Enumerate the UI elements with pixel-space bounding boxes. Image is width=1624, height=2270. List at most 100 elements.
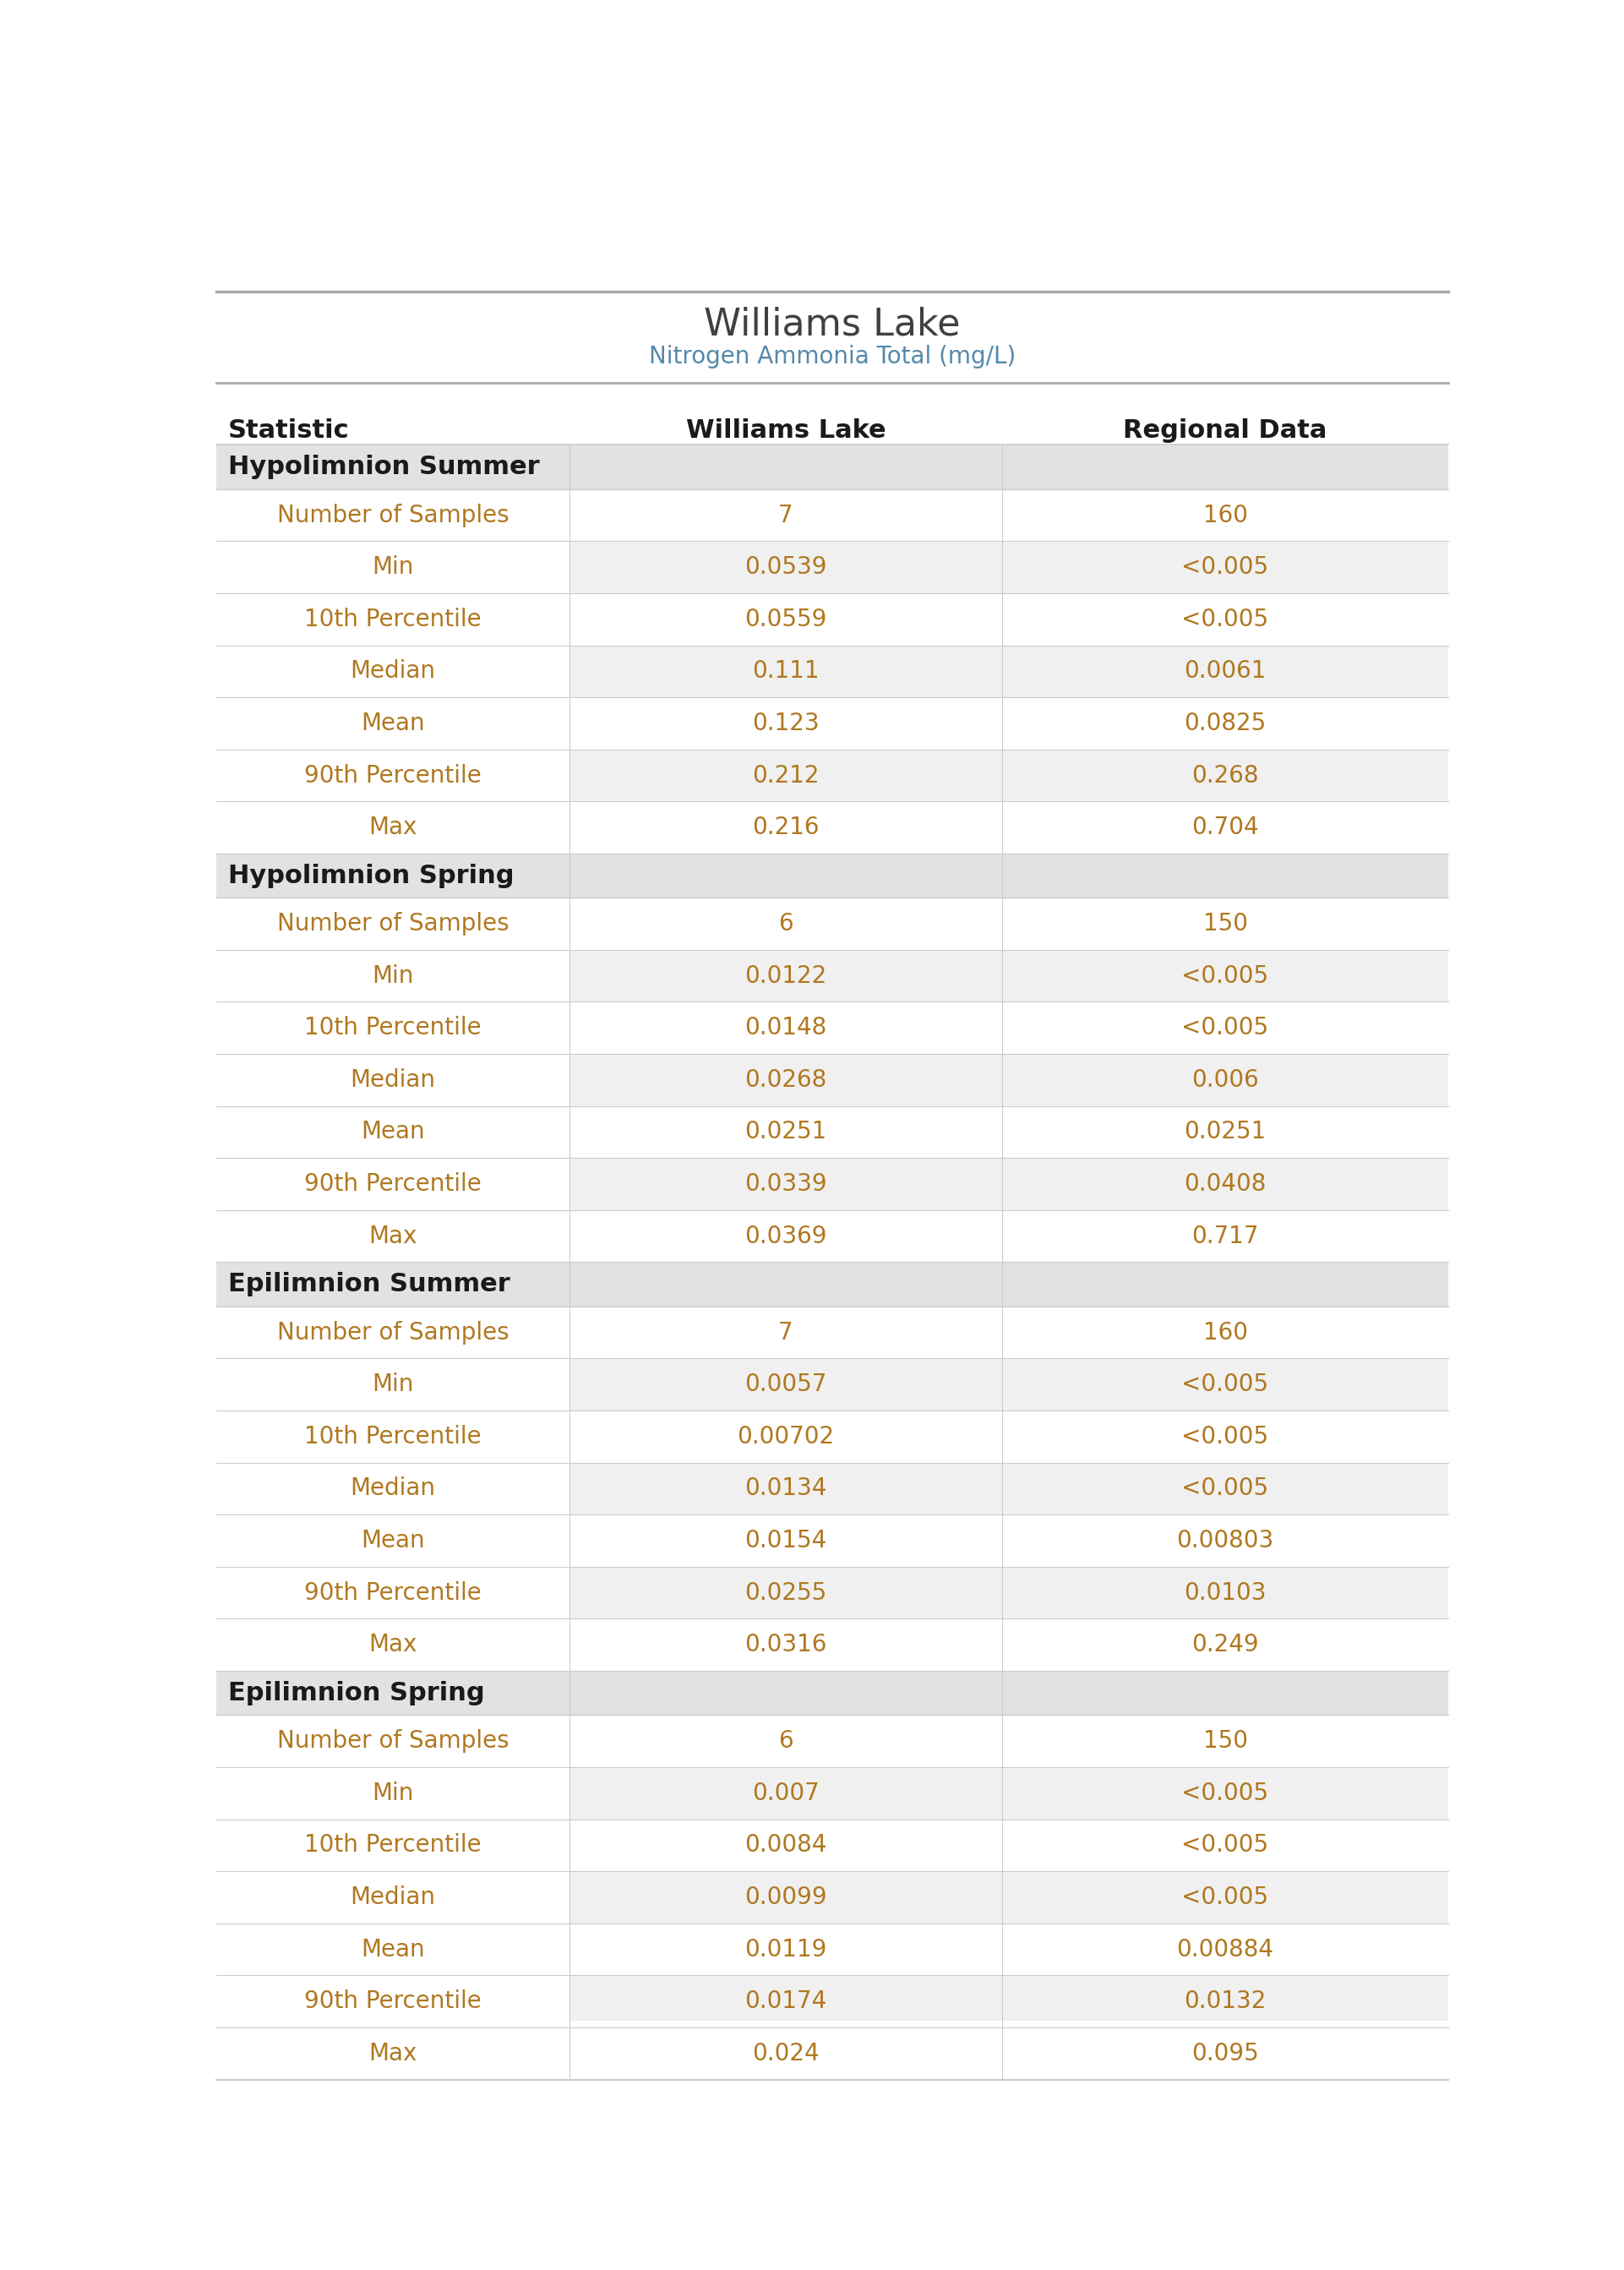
- Text: 0.0339: 0.0339: [744, 1171, 827, 1196]
- Text: <0.005: <0.005: [1182, 1834, 1268, 1857]
- Text: 10th Percentile: 10th Percentile: [304, 608, 481, 631]
- Text: 0.00884: 0.00884: [1177, 1939, 1273, 1961]
- Text: 90th Percentile: 90th Percentile: [304, 1989, 482, 2013]
- Text: 0.216: 0.216: [752, 815, 820, 840]
- Text: 0.123: 0.123: [752, 711, 820, 735]
- Text: Min: Min: [372, 1373, 414, 1396]
- Text: 0.0132: 0.0132: [1184, 1989, 1267, 2013]
- Text: 90th Percentile: 90th Percentile: [304, 1580, 482, 1605]
- Text: 0.0099: 0.0099: [744, 1886, 827, 1909]
- Text: 90th Percentile: 90th Percentile: [304, 1171, 482, 1196]
- Text: Epilimnion Spring: Epilimnion Spring: [227, 1680, 484, 1705]
- Bar: [216, 854, 1449, 897]
- Text: 10th Percentile: 10th Percentile: [304, 1017, 481, 1040]
- Text: Statistic: Statistic: [227, 418, 349, 443]
- Bar: [570, 540, 1449, 592]
- Text: 0.0559: 0.0559: [745, 608, 827, 631]
- Text: 0.0122: 0.0122: [745, 965, 827, 987]
- Text: 6: 6: [778, 913, 793, 935]
- Text: 0.0825: 0.0825: [1184, 711, 1267, 735]
- Text: Epilimnion Summer: Epilimnion Summer: [227, 1271, 510, 1296]
- Text: Nitrogen Ammonia Total (mg/L): Nitrogen Ammonia Total (mg/L): [650, 345, 1015, 368]
- Text: Median: Median: [351, 661, 435, 683]
- Text: 0.00702: 0.00702: [737, 1426, 835, 1448]
- Text: Mean: Mean: [361, 1119, 425, 1144]
- Bar: [216, 1262, 1449, 1308]
- Text: 0.0174: 0.0174: [745, 1989, 827, 2013]
- Text: 0.024: 0.024: [752, 2041, 820, 2066]
- Text: 0.0103: 0.0103: [1184, 1580, 1267, 1605]
- Text: <0.005: <0.005: [1182, 608, 1268, 631]
- Bar: [570, 1975, 1449, 2027]
- Bar: [570, 1462, 1449, 1514]
- Text: 0.006: 0.006: [1192, 1069, 1259, 1092]
- Text: <0.005: <0.005: [1182, 1886, 1268, 1909]
- Text: 0.717: 0.717: [1192, 1224, 1259, 1249]
- Text: 10th Percentile: 10th Percentile: [304, 1834, 481, 1857]
- Text: 0.0316: 0.0316: [745, 1632, 827, 1657]
- Text: Number of Samples: Number of Samples: [276, 1321, 508, 1344]
- Text: 160: 160: [1203, 504, 1247, 527]
- Text: Max: Max: [369, 2041, 417, 2066]
- Text: 0.0251: 0.0251: [1184, 1119, 1267, 1144]
- Text: 7: 7: [778, 1321, 793, 1344]
- Text: Hypolimnion Summer: Hypolimnion Summer: [227, 454, 539, 479]
- Text: Median: Median: [351, 1478, 435, 1500]
- Text: 0.0539: 0.0539: [745, 556, 827, 579]
- Text: Max: Max: [369, 1224, 417, 1249]
- Text: Min: Min: [372, 1782, 414, 1805]
- Text: 0.00803: 0.00803: [1176, 1530, 1273, 1553]
- Text: <0.005: <0.005: [1182, 1373, 1268, 1396]
- Text: <0.005: <0.005: [1182, 1478, 1268, 1500]
- Bar: [570, 749, 1449, 801]
- Text: 6: 6: [778, 1730, 793, 1752]
- Text: 0.095: 0.095: [1192, 2041, 1259, 2066]
- Text: 0.212: 0.212: [752, 763, 820, 788]
- Text: Hypolimnion Spring: Hypolimnion Spring: [227, 863, 513, 888]
- Bar: [570, 1053, 1449, 1105]
- Text: 0.0408: 0.0408: [1184, 1171, 1267, 1196]
- Text: 0.0251: 0.0251: [745, 1119, 827, 1144]
- Text: Number of Samples: Number of Samples: [276, 1730, 508, 1752]
- Text: Min: Min: [372, 556, 414, 579]
- Text: <0.005: <0.005: [1182, 1426, 1268, 1448]
- Text: Number of Samples: Number of Samples: [276, 504, 508, 527]
- Text: 0.0154: 0.0154: [745, 1530, 827, 1553]
- Text: 0.0134: 0.0134: [745, 1478, 827, 1500]
- Bar: [570, 1158, 1449, 1210]
- Text: 0.0148: 0.0148: [745, 1017, 827, 1040]
- Text: Williams Lake: Williams Lake: [705, 306, 960, 343]
- Text: 10th Percentile: 10th Percentile: [304, 1426, 481, 1448]
- Bar: [570, 1766, 1449, 1818]
- Text: 0.007: 0.007: [752, 1782, 820, 1805]
- Text: 150: 150: [1203, 1730, 1247, 1752]
- Text: Mean: Mean: [361, 1939, 425, 1961]
- Text: <0.005: <0.005: [1182, 556, 1268, 579]
- Text: 0.268: 0.268: [1192, 763, 1259, 788]
- Text: Williams Lake: Williams Lake: [685, 418, 885, 443]
- Text: 0.0268: 0.0268: [745, 1069, 827, 1092]
- Bar: [570, 645, 1449, 697]
- Bar: [570, 949, 1449, 1001]
- Text: Median: Median: [351, 1886, 435, 1909]
- Text: Max: Max: [369, 1632, 417, 1657]
- Text: Regional Data: Regional Data: [1124, 418, 1327, 443]
- Text: Mean: Mean: [361, 1530, 425, 1553]
- Text: Min: Min: [372, 965, 414, 987]
- Text: <0.005: <0.005: [1182, 1782, 1268, 1805]
- Text: 150: 150: [1203, 913, 1247, 935]
- Text: Median: Median: [351, 1069, 435, 1092]
- Text: <0.005: <0.005: [1182, 965, 1268, 987]
- Bar: [570, 1357, 1449, 1410]
- Text: 0.0255: 0.0255: [745, 1580, 827, 1605]
- Text: <0.005: <0.005: [1182, 1017, 1268, 1040]
- Bar: [570, 1566, 1449, 1619]
- Text: Number of Samples: Number of Samples: [276, 913, 508, 935]
- Text: 90th Percentile: 90th Percentile: [304, 763, 482, 788]
- Bar: [216, 445, 1449, 488]
- Text: 0.704: 0.704: [1192, 815, 1259, 840]
- Text: Max: Max: [369, 815, 417, 840]
- Text: 0.111: 0.111: [752, 661, 820, 683]
- Text: 0.249: 0.249: [1192, 1632, 1259, 1657]
- Text: 0.0084: 0.0084: [745, 1834, 827, 1857]
